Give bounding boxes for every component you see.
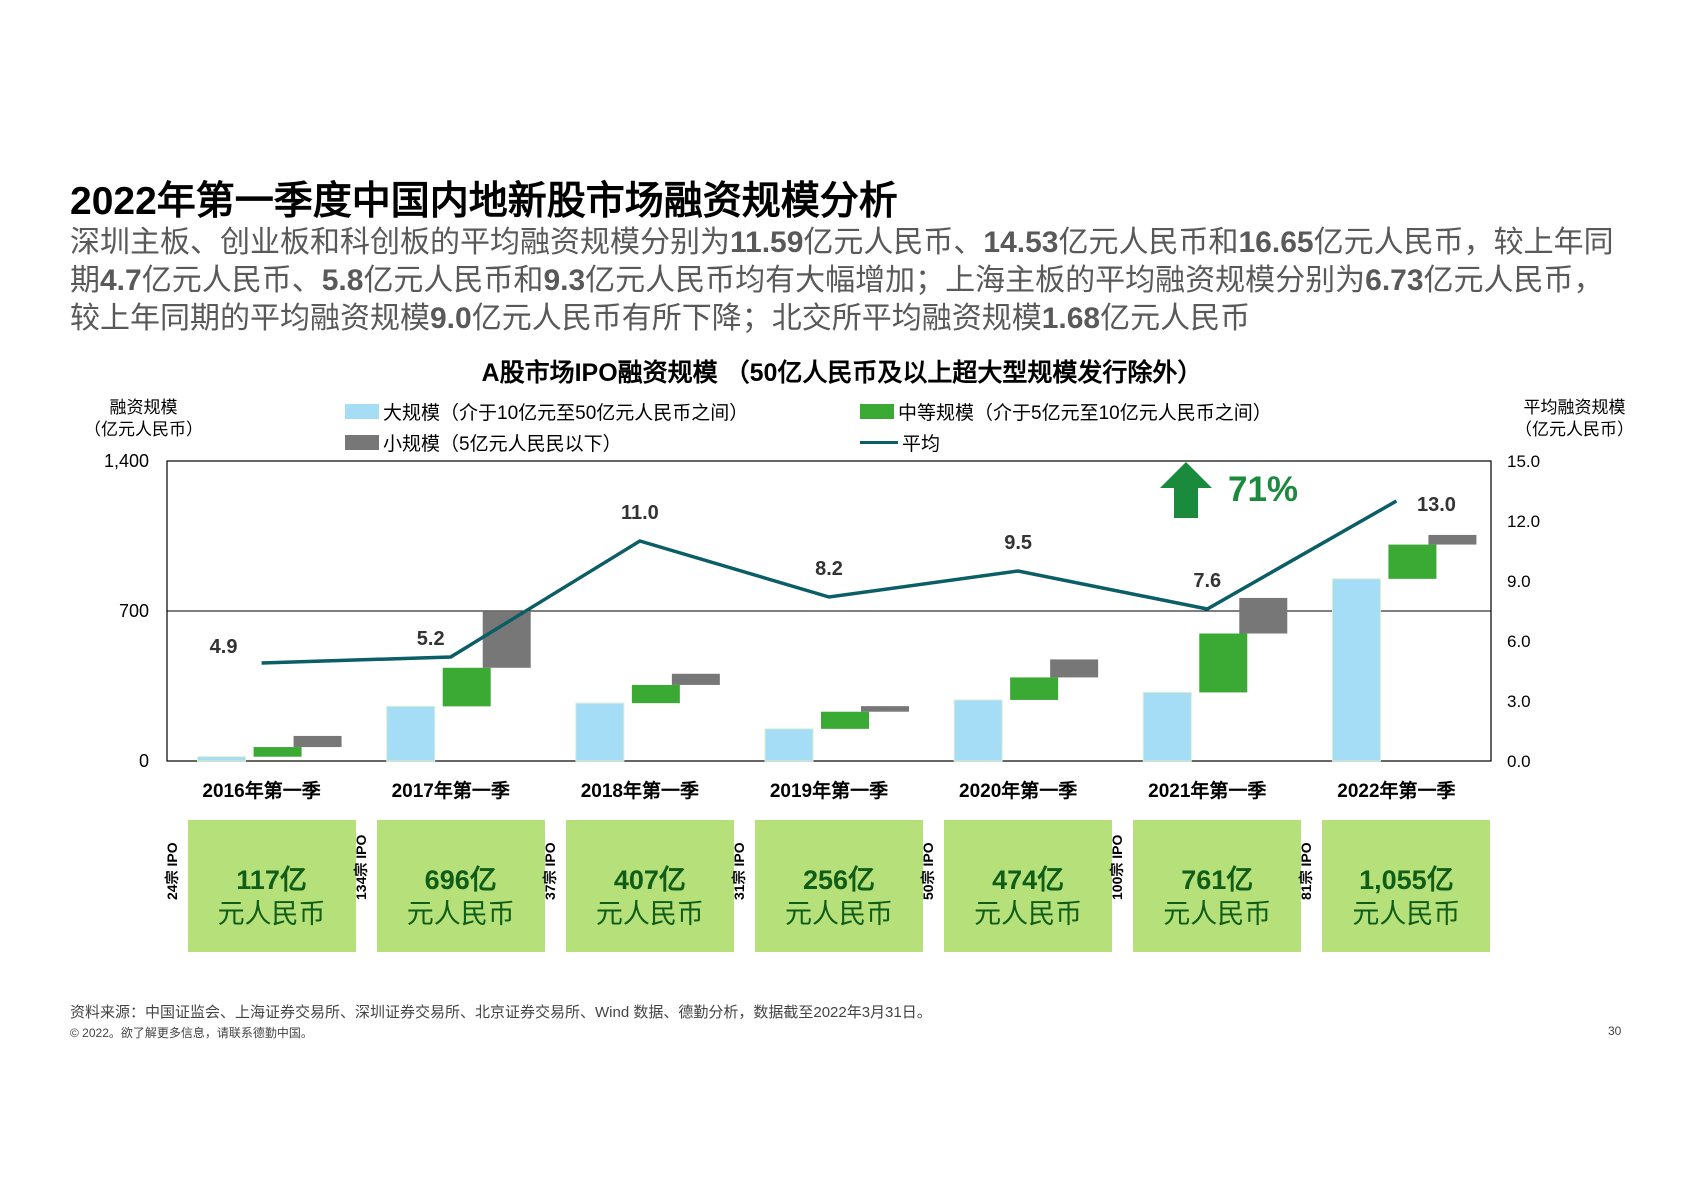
chart-title: A股市场IPO融资规模 （50亿人民币及以上超大型规模发行除外） — [481, 359, 1203, 387]
legend-item-small: 小规模（5亿元人民民以下） — [345, 429, 622, 456]
x-tick-label: 2022年第一季 — [1337, 779, 1455, 802]
bar-large — [764, 728, 814, 762]
bar-large — [1331, 578, 1381, 762]
bar-medium — [1199, 633, 1248, 693]
total-unit: 元人民币 — [1163, 899, 1272, 929]
y-tick-label: 700 — [119, 601, 149, 621]
total-value: 1,055亿 — [1359, 865, 1454, 895]
legend-label-large: 大规模（介于10亿元至50亿元人民币之间） — [383, 403, 749, 424]
total-value: 474亿 — [992, 865, 1065, 895]
ipo-count: 50宗 IPO — [920, 842, 937, 900]
growth-indicator: 71% — [1160, 462, 1298, 518]
legend-label-medium: 中等规模（介于5亿元至10亿元人民币之间） — [898, 403, 1272, 424]
total-unit: 元人民币 — [217, 899, 326, 929]
y-tick-label: 0 — [139, 751, 149, 771]
total-box: 256亿元人民币 — [755, 820, 923, 952]
ipo-count: 37宗 IPO — [541, 842, 558, 900]
x-tick-label: 2021年第一季 — [1148, 779, 1266, 802]
avg-data-label: 4.9 — [210, 636, 238, 658]
total-unit: 元人民币 — [595, 899, 704, 929]
bar-small — [671, 673, 720, 685]
y2-tick-label: 15.0 — [1507, 452, 1540, 471]
bar-large — [197, 756, 247, 762]
source-note: 资料来源：中国证监会、上海证券交易所、深圳证券交易所、北京证券交易所、Wind … — [70, 1004, 932, 1021]
legend-label-avg: 平均 — [902, 434, 941, 455]
x-tick-label: 2019年第一季 — [770, 779, 888, 802]
legend-swatch-large — [345, 404, 379, 419]
page-number: 30 — [1608, 1024, 1622, 1038]
legend-swatch-small — [345, 435, 379, 450]
ipo-count: 134宗 IPO — [352, 834, 369, 900]
ipo-count: 81宗 IPO — [1298, 842, 1315, 900]
legend-swatch-medium — [860, 404, 894, 419]
total-unit: 元人民币 — [785, 899, 893, 929]
bar-medium — [1388, 544, 1437, 579]
x-tick-label: 2018年第一季 — [581, 779, 699, 802]
avg-data-label: 5.2 — [417, 628, 445, 650]
total-value: 761亿 — [1181, 865, 1254, 895]
total-box: 407亿元人民币 — [565, 820, 734, 952]
bar-small — [293, 735, 342, 748]
avg-data-label: 11.0 — [621, 502, 659, 524]
total-unit: 元人民币 — [1352, 899, 1461, 929]
total-box: 117亿元人民币 — [187, 820, 356, 952]
total-value: 407亿 — [613, 865, 686, 895]
total-unit: 元人民币 — [406, 899, 515, 929]
bar-medium — [442, 667, 491, 707]
bar-medium — [821, 711, 869, 729]
y2-tick-label: 12.0 — [1507, 512, 1540, 531]
legend-label-small: 小规模（5亿元人民民以下） — [383, 434, 622, 455]
bar-medium — [631, 684, 680, 704]
bar-medium — [1010, 677, 1059, 700]
bar-small — [861, 706, 909, 712]
bar-large — [575, 702, 625, 762]
x-tick-label: 2016年第一季 — [202, 779, 320, 802]
total-box: 761亿元人民币 — [1133, 820, 1302, 952]
right-axis-title: 平均融资规模 （亿元人民币） — [1515, 398, 1634, 439]
bar-large — [1142, 691, 1192, 762]
avg-data-label: 8.2 — [815, 558, 843, 580]
y2-tick-label: 3.0 — [1507, 692, 1531, 711]
avg-data-label: 9.5 — [1004, 532, 1032, 554]
total-box: 696亿元人民币 — [376, 820, 545, 952]
total-value: 696亿 — [424, 865, 497, 895]
total-unit: 元人民币 — [974, 899, 1083, 929]
x-tick-label: 2020年第一季 — [959, 779, 1077, 802]
avg-data-label: 7.6 — [1193, 570, 1221, 592]
y2-tick-label: 6.0 — [1507, 632, 1531, 651]
up-arrow-icon — [1160, 462, 1212, 518]
bar-small — [482, 611, 531, 668]
total-value: 117亿 — [236, 865, 307, 895]
growth-label: 71% — [1228, 470, 1299, 509]
bar-large — [386, 705, 436, 762]
bar-small — [1428, 534, 1477, 545]
avg-data-label: 13.0 — [1417, 494, 1456, 516]
bar-small — [1050, 659, 1099, 678]
total-box: 474亿元人民币 — [944, 820, 1113, 952]
ipo-count: 24宗 IPO — [163, 842, 180, 900]
y2-tick-label: 9.0 — [1507, 572, 1531, 591]
legend-item-medium: 中等规模（介于5亿元至10亿元人民币之间） — [860, 398, 1272, 425]
total-box: 1,055亿 元人民币 — [1322, 820, 1491, 952]
y2-tick-label: 0.0 — [1507, 752, 1531, 771]
bar-small — [1239, 597, 1288, 634]
legend-item-avg: 平均 — [860, 429, 940, 456]
bar-large — [953, 699, 1003, 762]
page-subtitle: 深圳主板、创业板和科创板的平均融资规模分别为11.59亿元人民币、14.53亿元… — [70, 226, 1614, 335]
copyright: © 2022。欲了解更多信息，请联系德勤中国。 — [70, 1026, 313, 1040]
avg-line — [261, 499, 1398, 665]
legend-item-large: 大规模（介于10亿元至50亿元人民币之间） — [345, 398, 748, 425]
total-value: 256亿 — [802, 865, 876, 895]
bar-medium — [253, 747, 302, 757]
ipo-count: 31宗 IPO — [731, 842, 747, 900]
left-axis-title: 融资规模 （亿元人民币） — [84, 398, 203, 439]
page-title: 2022年第一季度中国内地新股市场融资规模分析 — [70, 180, 898, 223]
ipo-count: 100宗 IPO — [1109, 834, 1126, 900]
y-tick-label: 1,400 — [104, 451, 149, 471]
x-tick-label: 2017年第一季 — [392, 779, 510, 802]
legend-swatch-avg — [860, 441, 898, 444]
